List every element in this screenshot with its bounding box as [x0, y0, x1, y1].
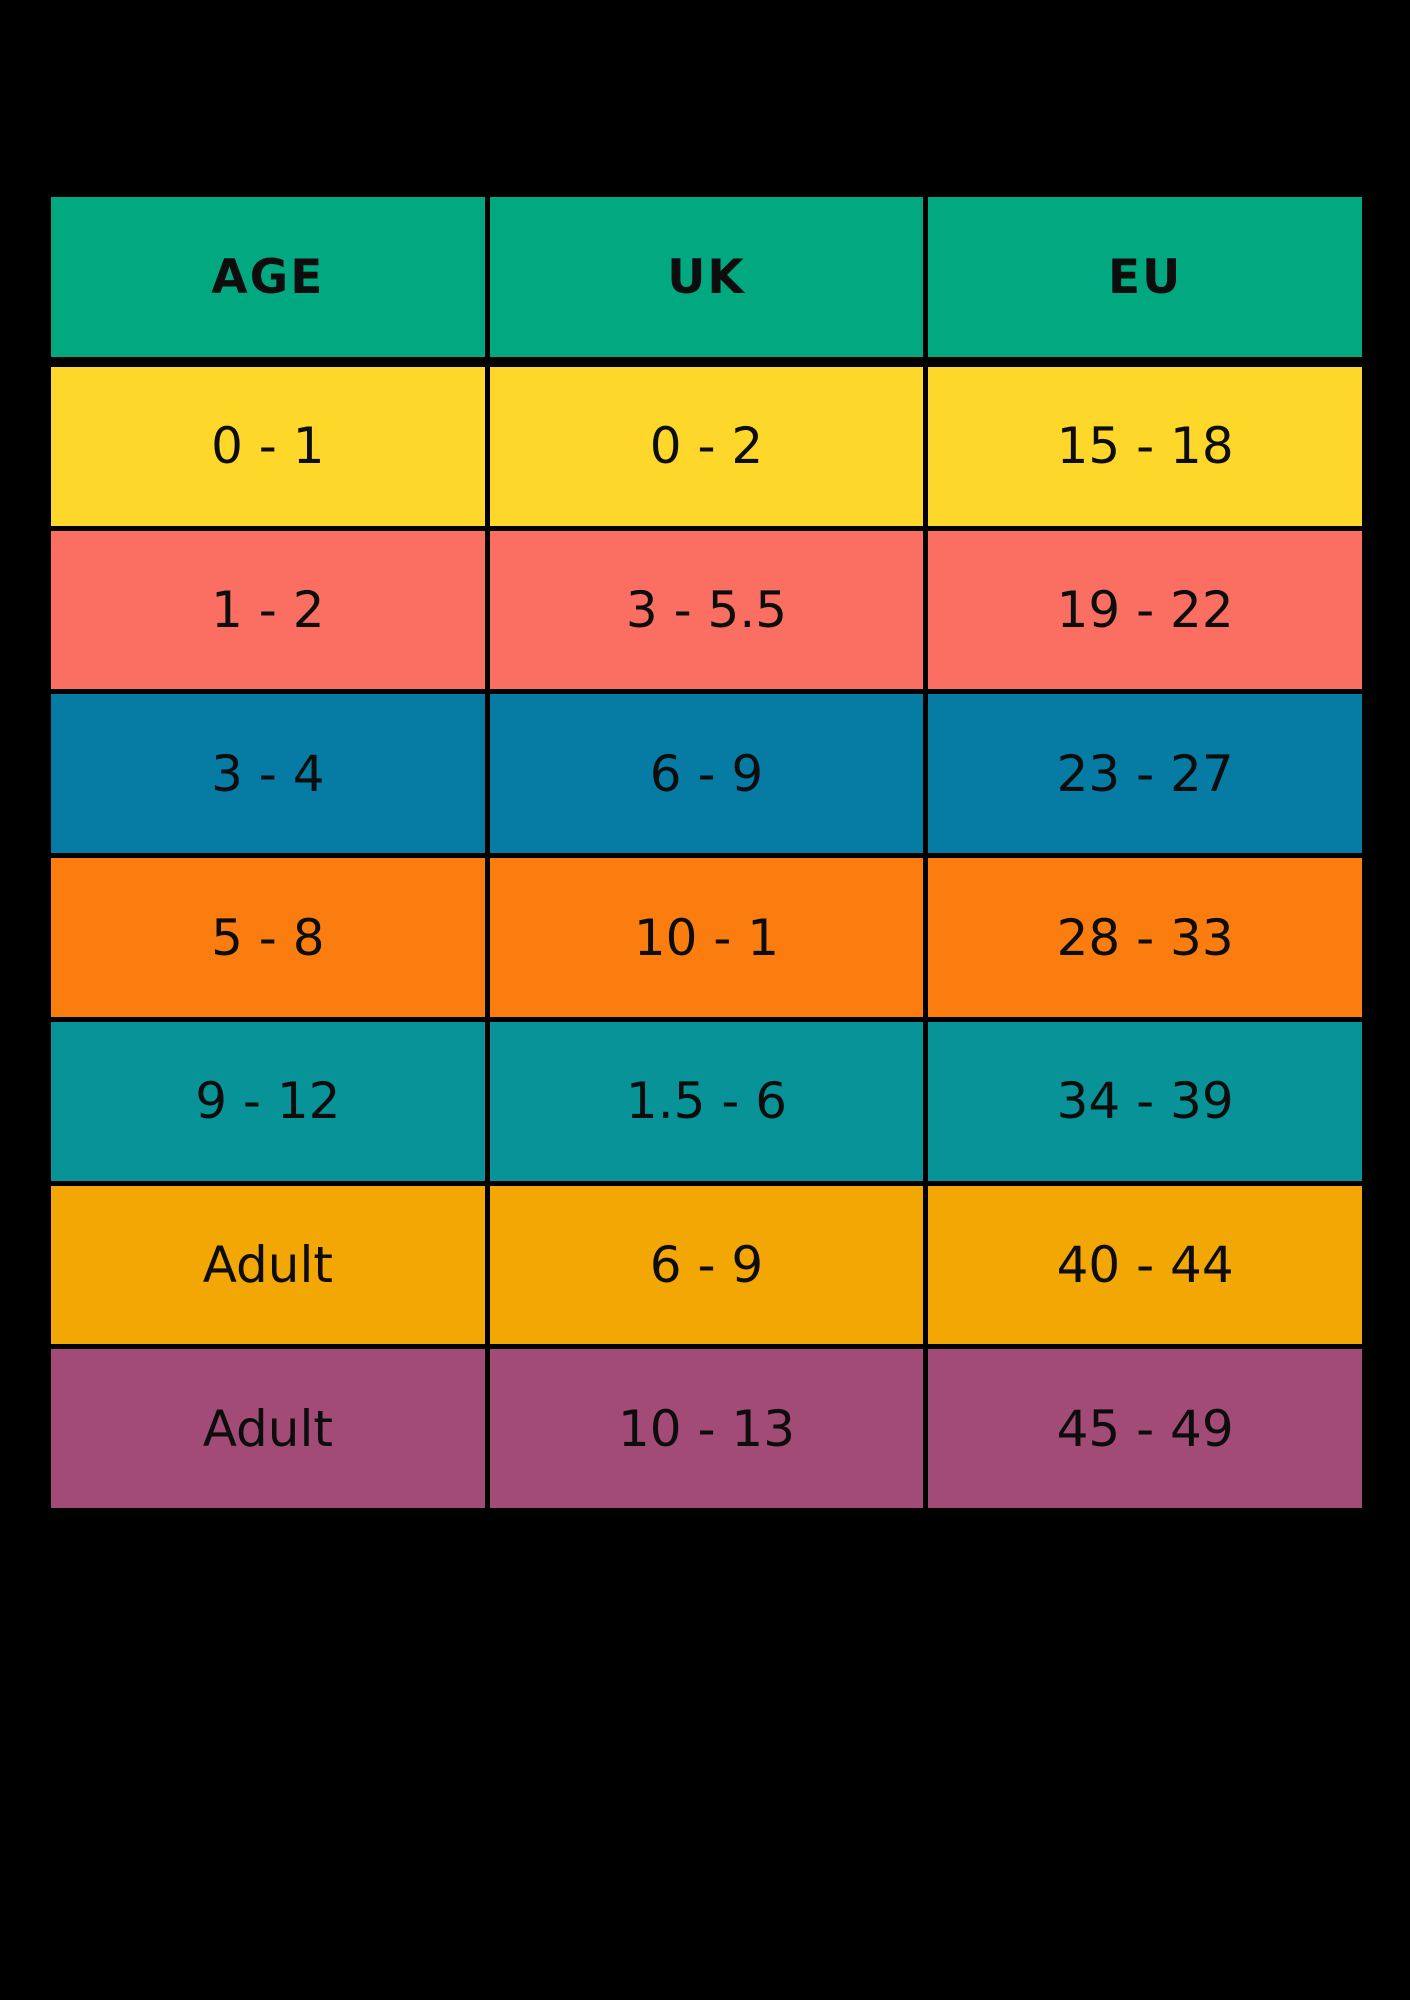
table-row: 3 - 4 6 - 9 23 - 27	[51, 694, 1362, 854]
cell-uk: 1.5 - 6	[489, 1021, 924, 1181]
cell-eu: 15 - 18	[928, 367, 1362, 526]
header-cell-uk: UK	[489, 197, 924, 357]
table-row: 5 - 8 10 - 1 28 - 33	[51, 858, 1362, 1017]
cell-uk: 10 - 13	[489, 1349, 924, 1509]
cell-eu: 45 - 49	[928, 1349, 1362, 1509]
header-cell-eu: EU	[928, 197, 1362, 357]
cell-age: 9 - 12	[51, 1021, 485, 1181]
table-row: 1 - 2 3 - 5.5 19 - 22	[51, 530, 1362, 690]
table-header-row: AGE UK EU	[51, 197, 1362, 357]
shoe-size-conversion-table: AGE UK EU 0 - 1 0 - 2 15 - 18 1 - 2 3 - …	[51, 197, 1362, 1509]
cell-uk: 10 - 1	[489, 858, 924, 1017]
cell-age: 5 - 8	[51, 858, 485, 1017]
cell-eu: 19 - 22	[928, 530, 1362, 690]
cell-age: 3 - 4	[51, 694, 485, 854]
cell-uk: 6 - 9	[489, 1185, 924, 1345]
cell-uk: 6 - 9	[489, 694, 924, 854]
cell-eu: 34 - 39	[928, 1021, 1362, 1181]
cell-age: 1 - 2	[51, 530, 485, 690]
header-cell-age: AGE	[51, 197, 485, 357]
cell-uk: 0 - 2	[489, 367, 924, 526]
table-row: Adult 10 - 13 45 - 49	[51, 1349, 1362, 1509]
cell-age: 0 - 1	[51, 367, 485, 526]
table-row: 9 - 12 1.5 - 6 34 - 39	[51, 1021, 1362, 1181]
cell-age: Adult	[51, 1349, 485, 1509]
table-row: Adult 6 - 9 40 - 44	[51, 1185, 1362, 1345]
table-row: 0 - 1 0 - 2 15 - 18	[51, 367, 1362, 526]
cell-eu: 23 - 27	[928, 694, 1362, 854]
cell-uk: 3 - 5.5	[489, 530, 924, 690]
cell-age: Adult	[51, 1185, 485, 1345]
cell-eu: 28 - 33	[928, 858, 1362, 1017]
cell-eu: 40 - 44	[928, 1185, 1362, 1345]
